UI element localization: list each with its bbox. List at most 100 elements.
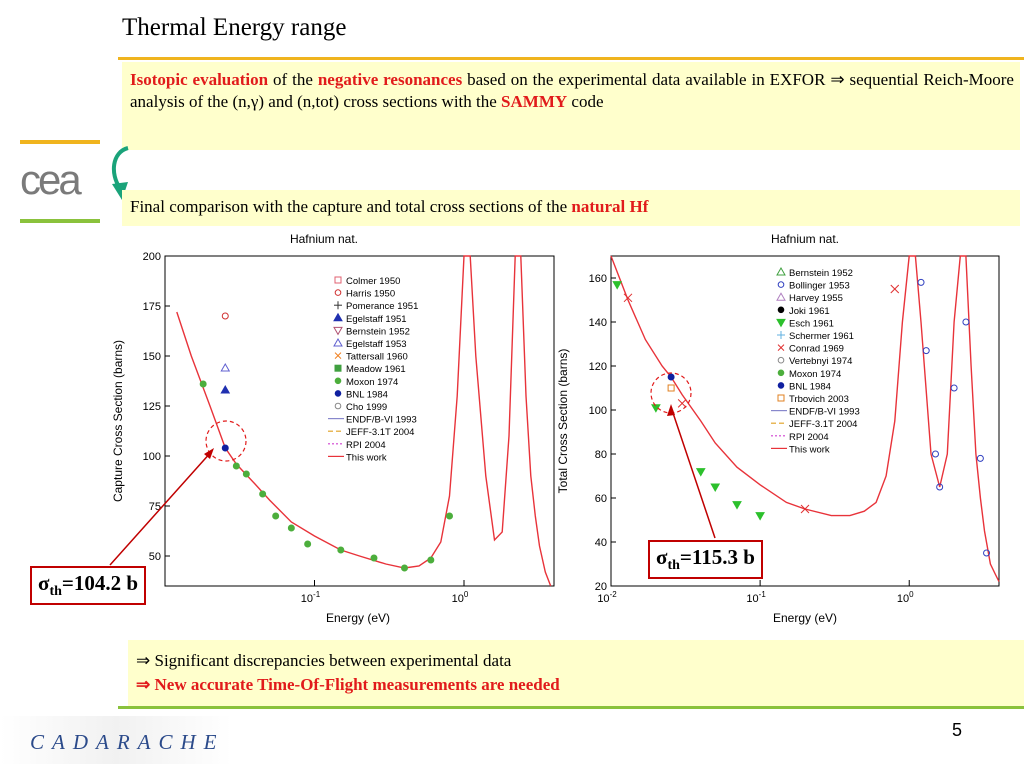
rt-legend-harvey-1955-label: Harvey 1955: [789, 293, 843, 304]
lt-legend-this-work-label: This work: [346, 452, 387, 463]
rt-legend-schermer-1961-label: Schermer 1961: [789, 331, 854, 342]
rt-legend-bnl-1984-label: BNL 1984: [789, 381, 831, 392]
rt-legend-conrad-1969-swatch: [777, 344, 785, 351]
highlight-negative-resonances: negative resonances: [317, 70, 463, 89]
rt-ytick-label: 160: [589, 273, 607, 285]
lt-legend-tattersall-1960-swatch: [334, 352, 342, 359]
sigma-total-value: =115.3 b: [679, 545, 755, 569]
capture-chart-title: Hafnium nat.: [290, 232, 358, 246]
rt-point-conrad-1969: [890, 284, 900, 294]
lt-legend-jeff-3-1t-2004-label: JEFF-3.1T 2004: [346, 427, 414, 438]
cadarache-logo-text: CADARACHE: [30, 730, 224, 754]
lt-ytick-label: 75: [149, 501, 161, 513]
rt-legend-esch-1961-swatch: [776, 318, 786, 328]
left-pointer-line: [109, 450, 213, 566]
lt-legend-cho-1999-label: Cho 1999: [346, 402, 387, 413]
sigma-capture-value: =104.2 b: [61, 571, 139, 595]
lt-legend-colmer-1950-label: Colmer 1950: [346, 276, 400, 287]
sigma-total-box: σth=115.3 b: [648, 540, 763, 580]
rt-ytick-label: 40: [595, 537, 607, 549]
lt-legend-cho-1999-swatch: [334, 402, 342, 410]
lt-point-moxon-1974: [304, 540, 312, 548]
lt-legend-moxon-1974-swatch: [334, 377, 342, 385]
rt-ytick-label: 20: [595, 581, 607, 593]
rt-point-bollinger-1953: [976, 454, 984, 462]
lt-legend-pomerance-1951-label: Pomerance 1951: [346, 301, 418, 312]
sigma-capture-symbol: σ: [38, 571, 50, 595]
lt-legend-endf-b-vi-1993-label: ENDF/B-VI 1993: [346, 415, 417, 426]
rt-point-conrad-1969: [677, 399, 687, 408]
lt-legend-harris-1950-label: Harris 1950: [346, 289, 395, 300]
lt-legend-pomerance-1951-swatch: [334, 301, 342, 310]
title-underline: [118, 57, 1024, 60]
rt-point-conrad-1969: [623, 293, 633, 303]
total-chart-title: Hafnium nat.: [771, 232, 839, 246]
capture-y-axis-label: Capture Cross Section (barns): [111, 340, 125, 502]
rt-legend-conrad-1969-label: Conrad 1969: [789, 344, 844, 355]
lt-ytick-label: 200: [143, 251, 161, 263]
rt-point-conrad-1969: [800, 504, 810, 514]
rt-point-bollinger-1953: [936, 483, 944, 491]
lt-ytick-label: 100: [143, 451, 161, 463]
rt-legend-trbovich-2003-swatch: [777, 394, 785, 402]
lt-point-egelstaff-1951: [220, 384, 231, 394]
rt-legend-rpi-2004-label: RPI 2004: [789, 432, 829, 443]
rt-legend-bollinger-1953-label: Bollinger 1953: [789, 281, 850, 292]
lt-point-bnl-1984: [221, 444, 229, 452]
rt-point-esch-1961: [695, 468, 706, 477]
rt-point-bollinger-1953: [931, 450, 939, 458]
rt-legend-trbovich-2003-label: Trbovich 2003: [789, 394, 849, 405]
intro-text-1: of the: [268, 70, 318, 89]
rt-legend-vertebnyi-1974-swatch: [777, 356, 785, 364]
rt-point-esch-1961: [612, 281, 623, 290]
lt-point-moxon-1974: [446, 512, 454, 520]
cea-logo: cea: [20, 156, 85, 203]
logo-bar-top: [20, 140, 100, 144]
lt-point-moxon-1974: [259, 490, 267, 498]
rt-ytick-label: 100: [589, 405, 607, 417]
intro-text-2: based on the experimental data available…: [130, 70, 1014, 111]
lt-legend-tattersall-1960-label: Tattersall 1960: [346, 352, 408, 363]
rt-legend-moxon-1974-swatch: [777, 369, 785, 377]
lt-legend-bnl-1984-label: BNL 1984: [346, 389, 388, 400]
lt-legend-meadow-1961-swatch: [334, 364, 342, 372]
lt-ytick-label: 175: [143, 301, 161, 313]
rt-ytick-label: 120: [589, 361, 607, 373]
page-title: Thermal Energy range: [122, 14, 347, 41]
highlight-isotopic: Isotopic evaluation: [130, 70, 269, 89]
cadarache-logo: CADARACHE: [0, 716, 232, 764]
rt-legend-vertebnyi-1974-label: Vertebnyi 1974: [789, 356, 852, 367]
rt-point-bollinger-1953: [917, 278, 925, 286]
rt-point-bollinger-1953: [922, 347, 930, 355]
lt-ytick-label: 50: [149, 551, 161, 563]
lt-legend-bernstein-1952-label: Bernstein 1952: [346, 326, 410, 337]
rt-ytick-label: 140: [589, 317, 607, 329]
lt-point-moxon-1974: [337, 546, 345, 554]
conclusion-textbox: ⇒ Significant discrepancies between expe…: [128, 640, 1024, 706]
lt-legend-moxon-1974-label: Moxon 1974: [346, 377, 398, 388]
lt-legend-rpi-2004-label: RPI 2004: [346, 440, 386, 451]
lt-point-moxon-1974: [401, 564, 409, 572]
lt-point-harris-1950: [221, 312, 229, 320]
lt-point-moxon-1974: [427, 556, 435, 564]
lt-legend-bernstein-1952-swatch: [333, 326, 343, 336]
capture-x-axis-label: Energy (eV): [326, 611, 390, 625]
cea-logo-text: cea: [20, 156, 82, 203]
right-pointer-line: [671, 409, 716, 539]
rt-ytick-label: 60: [595, 493, 607, 505]
lt-point-moxon-1974: [232, 462, 240, 470]
rt-legend-jeff-3-1t-2004-label: JEFF-3.1T 2004: [789, 419, 857, 430]
rt-legend-bollinger-1953-swatch: [777, 281, 785, 288]
rt-point-bollinger-1953: [983, 549, 991, 557]
lt-point-moxon-1974: [242, 470, 250, 478]
curved-arrow-icon: [111, 146, 129, 200]
total-y-axis-label: Total Cross Section (barns): [556, 349, 570, 494]
intro-text-3: code: [567, 92, 604, 111]
capture-this-work-curve: [176, 255, 552, 587]
left-pointer-arrowhead: [204, 448, 214, 459]
highlight-natural-hf: natural Hf: [571, 197, 649, 216]
conclusion-line-2: ⇒ New accurate Time-Of-Flight measuremen…: [136, 675, 560, 694]
sigma-total-sub: th: [667, 558, 680, 574]
